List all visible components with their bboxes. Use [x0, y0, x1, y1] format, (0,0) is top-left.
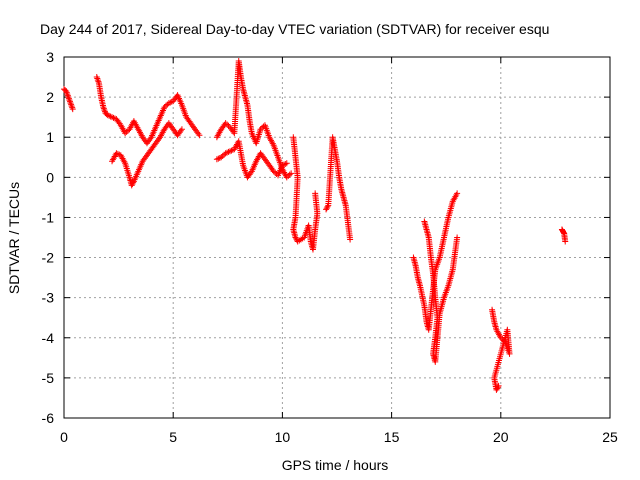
y-tick-label: -5	[42, 370, 55, 386]
y-tick-label: 2	[46, 89, 54, 105]
data-point-seg-d	[283, 174, 290, 181]
data-point-seg-b	[128, 182, 135, 189]
data-point-seg-early	[69, 106, 76, 113]
data-point-seg-j	[562, 238, 569, 245]
data-point-seg-a	[122, 130, 129, 137]
chart-title: Day 244 of 2017, Sidereal Day-to-day VTE…	[40, 21, 549, 37]
data-point-seg-a	[162, 102, 169, 109]
data-point-seg-a	[161, 104, 168, 111]
y-tick-label: 3	[46, 49, 54, 65]
data-point-seg-a	[165, 100, 172, 107]
data-point-seg-c	[225, 148, 232, 155]
data-point-seg-a	[104, 112, 111, 119]
data-point-seg-f	[323, 206, 330, 213]
plot-frame	[63, 56, 611, 419]
data-point-seg-b	[178, 126, 185, 133]
data-point-seg-a	[196, 132, 203, 139]
data-point-seg-d	[224, 121, 231, 128]
data-point-seg-c	[283, 160, 290, 167]
y-tick-label: 1	[46, 129, 54, 145]
data-point-seg-f	[347, 236, 354, 243]
data-point-seg-c	[224, 149, 231, 156]
x-tick-label: 5	[169, 429, 177, 445]
data-point-seg-a	[110, 114, 117, 121]
y-tick-label: -2	[42, 250, 55, 266]
y-axis: 3 2 1 0 -1 -2 -3 -4 -5 -6	[42, 49, 610, 426]
y-tick-label: 0	[46, 169, 54, 185]
data-point-seg-f	[324, 203, 331, 210]
data-point-seg-c	[272, 169, 279, 176]
x-axis: 0 5 10 15 20 25	[60, 57, 618, 445]
data-point-seg-c	[226, 148, 233, 155]
data-point-seg-d	[286, 171, 293, 178]
data-point-seg-a	[123, 128, 130, 135]
data-point-seg-d	[257, 126, 264, 133]
y-tick-label: -1	[42, 209, 55, 225]
data-point-seg-d	[259, 124, 266, 131]
data-point-seg-e	[312, 190, 319, 197]
data-point-seg-c	[215, 155, 222, 162]
data-point-seg-b	[114, 150, 121, 157]
data-point-seg-c	[222, 150, 229, 157]
x-tick-label: 10	[275, 429, 291, 445]
x-axis-label: GPS time / hours	[282, 457, 389, 473]
data-point-seg-a	[167, 99, 174, 106]
data-point-seg-j	[560, 229, 567, 236]
data-point-seg-c	[213, 156, 220, 163]
data-point-seg-b	[129, 181, 136, 188]
grid	[64, 57, 610, 418]
y-tick-label: -4	[42, 330, 55, 346]
x-tick-label: 25	[602, 429, 618, 445]
y-tick-label: -3	[42, 290, 55, 306]
data-point-seg-d	[222, 120, 229, 127]
data-point-seg-e	[293, 235, 300, 242]
data-point-seg-c	[228, 147, 235, 154]
data-point-seg-c	[218, 154, 225, 161]
y-axis-label: SDTVAR / TECUs	[6, 182, 22, 294]
x-tick-label: 0	[60, 429, 68, 445]
data-point-seg-d	[225, 122, 232, 129]
data-point-seg-d	[285, 172, 292, 179]
data-point-seg-i	[494, 384, 501, 391]
y-tick-label: -6	[42, 410, 55, 426]
data-point-seg-i	[493, 386, 500, 393]
data-point-seg-c	[219, 152, 226, 159]
data-point-seg-i	[494, 385, 501, 392]
data-point-seg-b	[130, 179, 137, 186]
data-points	[61, 58, 569, 393]
data-point-seg-a	[109, 114, 116, 121]
data-point-seg-h	[454, 234, 461, 241]
x-tick-label: 15	[384, 429, 400, 445]
data-point-seg-i	[495, 382, 502, 389]
x-tick-label: 20	[493, 429, 509, 445]
data-point-seg-a	[107, 113, 114, 120]
data-point-seg-d	[288, 170, 295, 177]
data-point-seg-a	[106, 112, 113, 119]
data-point-seg-c	[270, 168, 277, 175]
data-point-seg-b	[113, 150, 120, 157]
data-point-seg-a	[94, 77, 101, 84]
data-point-seg-e	[292, 234, 299, 241]
data-point-seg-g	[454, 190, 461, 197]
data-point-seg-f	[323, 205, 330, 212]
